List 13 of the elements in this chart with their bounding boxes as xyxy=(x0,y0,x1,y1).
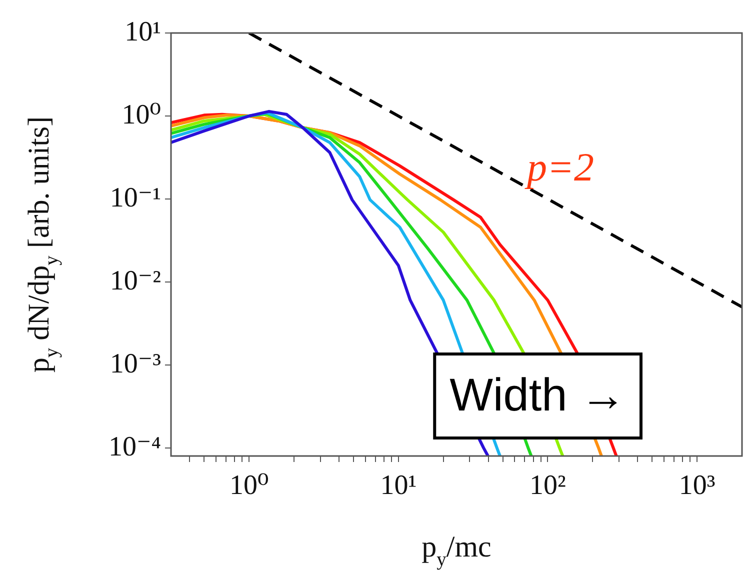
x-tick-label: 10³ xyxy=(678,470,716,502)
y-tick-label: 10⁻¹ xyxy=(110,182,161,214)
x-tick-label: 10² xyxy=(530,470,566,502)
x-tick-label: 10⁰ xyxy=(229,470,269,502)
y-tick-label: 10⁻⁴ xyxy=(108,431,161,462)
annotation: Width → xyxy=(450,368,626,421)
y-tick-label: 10⁰ xyxy=(122,99,161,130)
y-tick-label: 10⁻³ xyxy=(110,348,161,380)
y-tick-label: 10⁻² xyxy=(110,265,161,296)
x-tick-label: 10¹ xyxy=(380,470,417,502)
annotation: p=2 xyxy=(524,144,594,190)
y-axis-title: py dN/dpy [arb. units] xyxy=(22,116,62,373)
y-tick-label: 10¹ xyxy=(124,16,161,48)
